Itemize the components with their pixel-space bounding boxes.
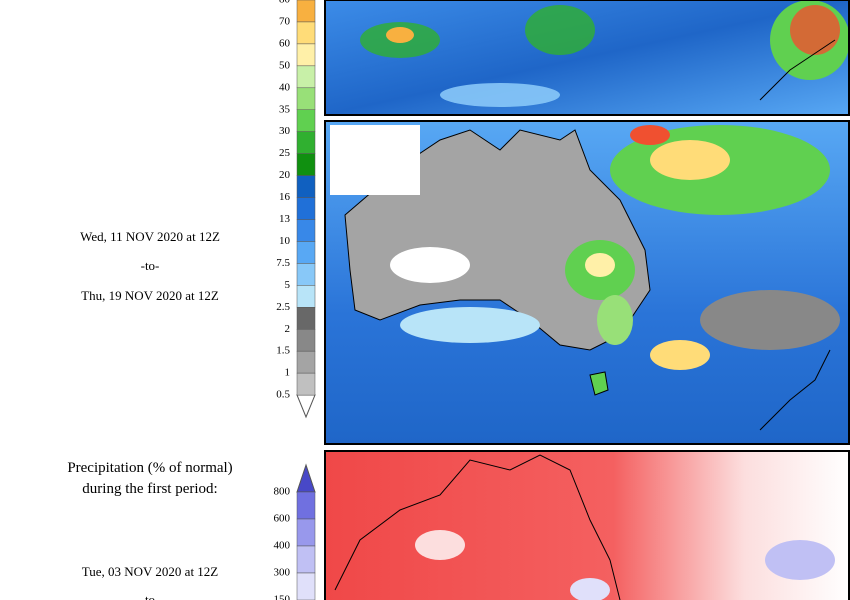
colorbar-label: 50 — [279, 59, 291, 71]
colorbar-bin — [296, 285, 316, 308]
colorbar-under-arrow — [296, 394, 316, 419]
colorbar-bin — [296, 241, 316, 264]
map-panel — [324, 120, 850, 445]
colorbar-over-arrow — [296, 463, 316, 493]
colorbar: 80 70 60 50 40 35 30 25 20 16 13 10 7.5 5 2.5 2 1.5 1 0.5 — [276, 0, 316, 401]
colorbar-label: 60 — [279, 37, 291, 49]
colorbar-bin — [296, 572, 316, 600]
colorbar-bin — [296, 65, 316, 89]
colorbar-bin — [296, 350, 316, 374]
colorbar-label: 600 — [274, 513, 291, 525]
colorbar-label: 40 — [279, 81, 291, 93]
colorbar-label: 0.5 — [276, 389, 290, 401]
section-title: during the first period: — [82, 481, 217, 497]
colorbar-label: 7.5 — [276, 257, 290, 269]
colorbar-bin — [296, 491, 316, 520]
section-title: Precipitation (% of normal) — [67, 460, 232, 476]
colorbar-bin — [296, 43, 316, 67]
period-separator: -to- — [141, 592, 160, 600]
colorbar-label: 150 — [274, 594, 291, 600]
colorbar-bin — [296, 219, 316, 242]
colorbar-bin — [296, 197, 316, 220]
colorbar-label: 1.5 — [276, 345, 290, 357]
colorbar-bin — [296, 329, 316, 352]
colorbar-label: 80 — [279, 0, 291, 6]
colorbar-label: 5 — [285, 279, 291, 291]
colorbar-label: 35 — [279, 103, 291, 115]
colorbar: 800 600 400 300 150 — [274, 486, 316, 600]
colorbar-bin — [296, 0, 316, 23]
colorbar-bin — [296, 175, 316, 198]
colorbar-bin — [296, 372, 316, 396]
colorbar-label: 20 — [279, 169, 291, 181]
colorbar-bin — [296, 518, 316, 547]
colorbar-label: 13 — [279, 213, 291, 225]
period-start: Wed, 11 NOV 2020 at 12Z — [80, 229, 220, 244]
colorbar-label: 2.5 — [276, 301, 290, 313]
period-separator: -to- — [141, 258, 160, 273]
colorbar-bin — [296, 21, 316, 45]
colorbar-label: 300 — [274, 567, 291, 579]
colorbar-label: 1 — [285, 367, 291, 379]
colorbar-bin — [296, 131, 316, 154]
colorbar-label: 400 — [274, 540, 291, 552]
colorbar-label: 10 — [279, 235, 291, 247]
colorbar-bin — [296, 109, 316, 132]
colorbar-label: 70 — [279, 15, 291, 27]
colorbar-label: 30 — [279, 125, 291, 137]
colorbar-bin — [296, 87, 316, 111]
colorbar-label: 2 — [285, 323, 291, 335]
colorbar-label: 25 — [279, 147, 291, 159]
colorbar-label: 800 — [274, 486, 291, 498]
colorbar-label: 16 — [279, 191, 291, 203]
colorbar-bin — [296, 545, 316, 574]
colorbar-bin — [296, 307, 316, 330]
colorbar-bin — [296, 153, 316, 176]
map-panel — [324, 0, 850, 116]
period-start: Tue, 03 NOV 2020 at 12Z — [82, 564, 219, 579]
colorbar-bin — [296, 263, 316, 286]
period-end: Thu, 19 NOV 2020 at 12Z — [81, 288, 219, 303]
map-panel — [324, 450, 850, 600]
